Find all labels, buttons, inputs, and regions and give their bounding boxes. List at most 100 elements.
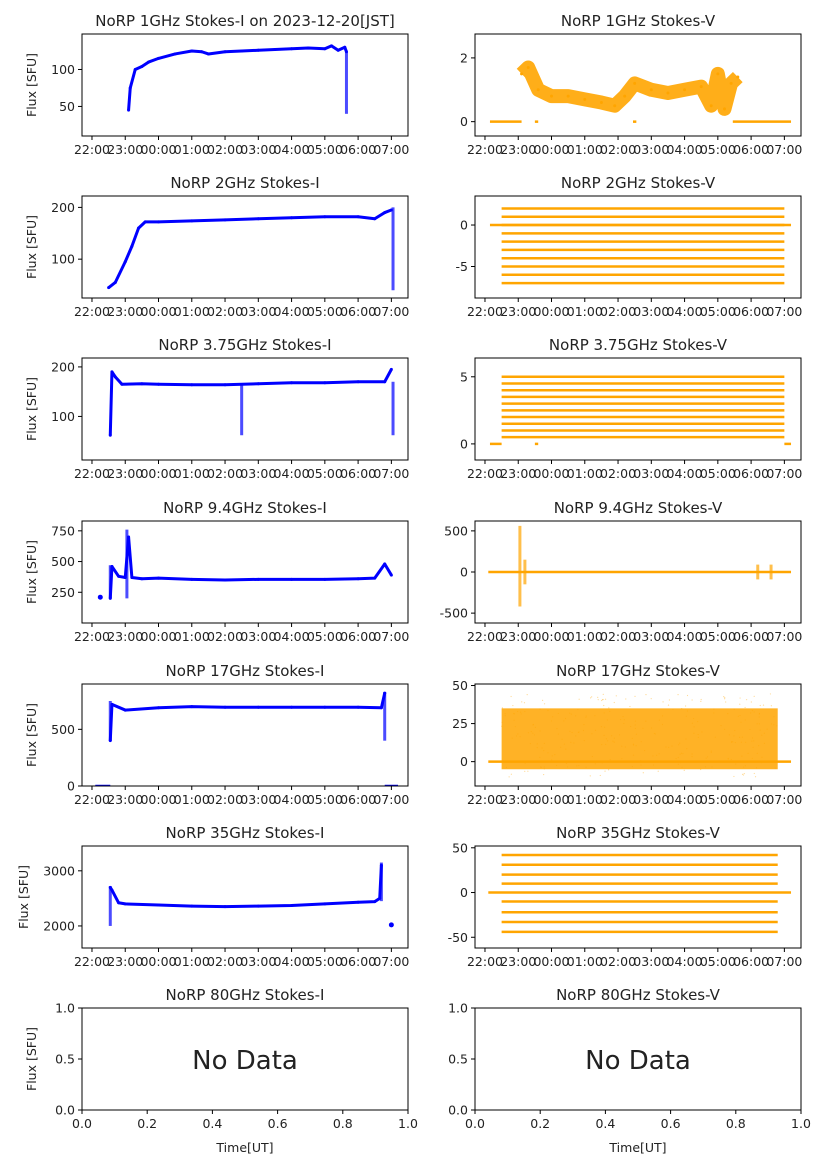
data-point bbox=[535, 727, 536, 728]
data-point bbox=[683, 88, 686, 91]
data-point bbox=[741, 756, 742, 757]
data-point bbox=[701, 699, 702, 700]
y-tick-label: 0.0 bbox=[55, 1103, 75, 1118]
data-point bbox=[528, 732, 529, 733]
data-point bbox=[608, 707, 609, 708]
data-point bbox=[390, 368, 393, 371]
data-point bbox=[757, 753, 758, 754]
data-point bbox=[701, 731, 702, 732]
data-point bbox=[710, 104, 713, 107]
x-tick-label: 02:00 bbox=[207, 629, 243, 644]
subplot-title: NoRP 17GHz Stokes-I bbox=[166, 662, 325, 680]
subplot-title: NoRP 80GHz Stokes-V bbox=[556, 986, 721, 1004]
data-point bbox=[590, 697, 591, 698]
data-point bbox=[575, 715, 576, 716]
data-point bbox=[635, 728, 636, 729]
data-point bbox=[565, 718, 566, 719]
data-point bbox=[731, 759, 732, 760]
x-tick-label: 03:00 bbox=[633, 466, 669, 481]
data-point bbox=[745, 765, 746, 766]
x-tick-label: 03:00 bbox=[633, 954, 669, 969]
x-tick-label: 02:00 bbox=[600, 629, 636, 644]
data-point bbox=[749, 729, 750, 730]
data-point bbox=[157, 220, 160, 223]
subplot-title: NoRP 17GHz Stokes-V bbox=[556, 662, 721, 680]
data-point bbox=[539, 757, 540, 758]
data-point bbox=[651, 727, 652, 728]
x-tick-label: 0.6 bbox=[661, 1116, 681, 1131]
data-point bbox=[544, 743, 545, 744]
data-point bbox=[560, 747, 561, 748]
data-point bbox=[635, 721, 636, 722]
data-point bbox=[723, 107, 726, 110]
data-point bbox=[731, 742, 732, 743]
x-tick-label: 01:00 bbox=[567, 304, 603, 319]
data-point bbox=[757, 723, 758, 724]
data-point bbox=[357, 901, 360, 904]
data-point bbox=[556, 765, 557, 766]
x-tick-label: 02:00 bbox=[600, 142, 636, 157]
data-point bbox=[577, 709, 578, 710]
data-point bbox=[117, 575, 120, 578]
data-point bbox=[686, 748, 687, 749]
data-point bbox=[383, 380, 386, 383]
data-point bbox=[117, 901, 120, 904]
x-tick-label: 03:00 bbox=[240, 142, 276, 157]
data-point bbox=[677, 694, 678, 695]
y-tick-label: 100 bbox=[51, 62, 75, 77]
subplot-8: NoRP 9.4GHz Stokes-V22:0023:0000:0001:00… bbox=[440, 499, 803, 644]
data-point bbox=[544, 768, 545, 769]
data-point bbox=[651, 698, 652, 699]
x-tick-label: 04:00 bbox=[274, 954, 310, 969]
data-point bbox=[662, 724, 663, 725]
data-point bbox=[607, 740, 608, 741]
axes-frame bbox=[82, 358, 408, 460]
x-tick-label: 05:00 bbox=[700, 466, 736, 481]
x-tick-label: 23:00 bbox=[107, 792, 143, 807]
y-tick-label: 250 bbox=[51, 585, 75, 600]
data-point bbox=[517, 733, 518, 734]
x-tick-label: 0.0 bbox=[465, 1116, 485, 1131]
y-tick-label: 0.5 bbox=[448, 1052, 468, 1067]
subplot-title: NoRP 3.75GHz Stokes-I bbox=[158, 336, 331, 354]
x-tick-label: 04:00 bbox=[667, 954, 703, 969]
data-point bbox=[609, 711, 610, 712]
data-point bbox=[658, 771, 659, 772]
x-tick-label: 00:00 bbox=[533, 954, 569, 969]
data-point bbox=[524, 771, 525, 772]
data-point bbox=[771, 705, 772, 706]
subplot-11: NoRP 35GHz Stokes-I22:0023:0000:0001:000… bbox=[16, 824, 409, 969]
data-point bbox=[140, 65, 143, 68]
data-point bbox=[630, 726, 631, 727]
data-series bbox=[110, 537, 391, 598]
data-point bbox=[602, 699, 603, 700]
data-point bbox=[685, 738, 686, 739]
data-point bbox=[134, 68, 137, 71]
data-point bbox=[207, 52, 210, 55]
data-point bbox=[754, 711, 755, 712]
x-tick-label: 00:00 bbox=[140, 304, 176, 319]
data-point bbox=[114, 375, 117, 378]
y-tick-label: 1.0 bbox=[448, 1001, 468, 1016]
x-tick-label: 01:00 bbox=[174, 466, 210, 481]
x-tick-label: 22:00 bbox=[74, 466, 110, 481]
data-point bbox=[114, 281, 117, 284]
data-point bbox=[715, 737, 716, 738]
data-layer bbox=[490, 377, 791, 444]
x-tick-label: 06:00 bbox=[733, 954, 769, 969]
data-point bbox=[742, 737, 743, 738]
data-point bbox=[633, 82, 636, 85]
data-point bbox=[389, 922, 394, 927]
data-point bbox=[601, 726, 602, 727]
data-point bbox=[511, 774, 512, 775]
data-point bbox=[720, 725, 721, 726]
data-point bbox=[537, 88, 540, 91]
data-point bbox=[576, 765, 577, 766]
x-tick-label: 06:00 bbox=[340, 142, 376, 157]
data-point bbox=[684, 770, 685, 771]
x-tick-label: 04:00 bbox=[274, 466, 310, 481]
y-axis-label: Flux [SFU] bbox=[24, 215, 39, 279]
data-point bbox=[595, 730, 596, 731]
data-point bbox=[733, 735, 734, 736]
y-tick-label: 0 bbox=[460, 436, 468, 451]
